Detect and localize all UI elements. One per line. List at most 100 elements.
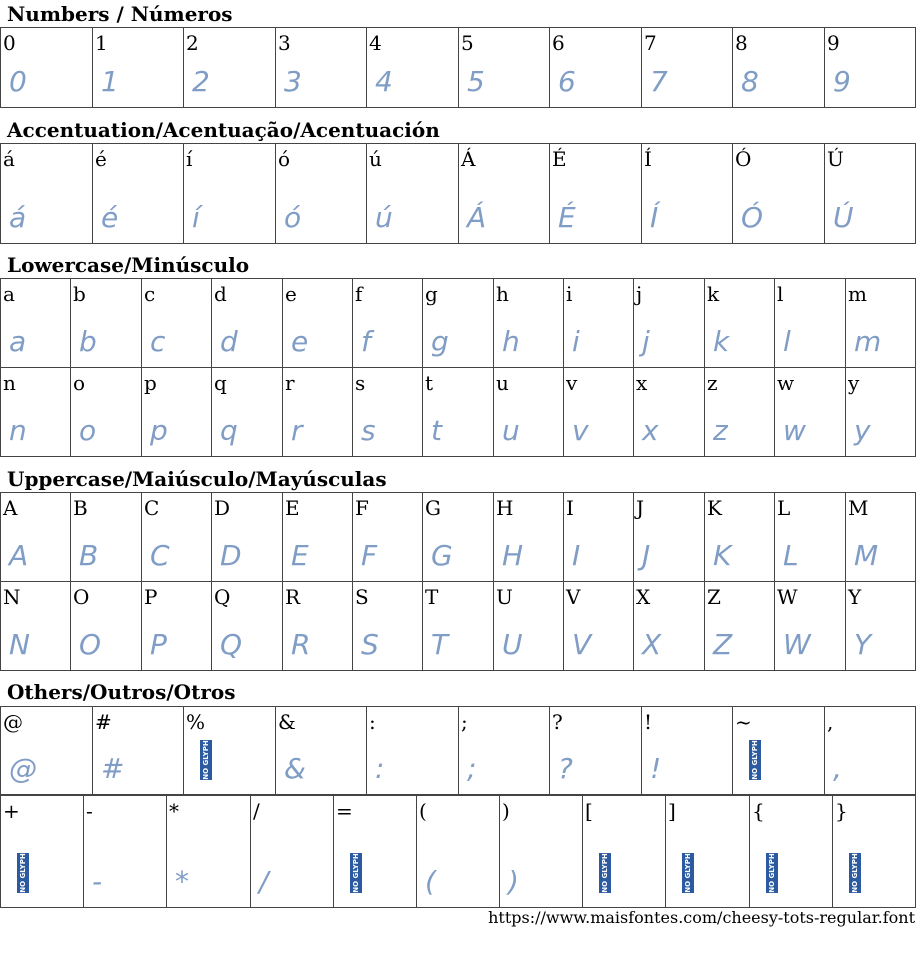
glyph-sample: í — [192, 201, 200, 234]
glyph-sample: r — [291, 414, 303, 447]
character-label: B — [73, 496, 88, 520]
character-label: á — [3, 147, 15, 171]
glyph-sample: Q — [220, 628, 243, 661]
character-label: S — [355, 585, 369, 609]
glyph-sample: m — [854, 325, 882, 358]
glyph-sample: L — [783, 539, 799, 572]
character-label: K — [707, 496, 722, 520]
character-label: 0 — [3, 31, 16, 55]
character-label: ! — [644, 710, 653, 734]
source-url[interactable]: https://www.maisfontes.com/cheesy-tots-r… — [488, 908, 915, 927]
glyph-sample: p — [150, 414, 168, 447]
character-label: & — [278, 710, 296, 734]
no-glyph-text: NO GLYPH — [352, 853, 360, 893]
character-label: u — [496, 371, 509, 395]
character-label: n — [3, 371, 16, 395]
glyph-sample: K — [713, 539, 732, 572]
character-label: z — [707, 371, 718, 395]
glyph-sample: 6 — [558, 65, 576, 98]
glyph-cell: & & — [275, 706, 367, 795]
character-label: * — [169, 799, 179, 823]
glyph-sample: R — [291, 628, 311, 661]
glyph-sample: n — [9, 414, 27, 447]
character-label: 9 — [827, 31, 840, 55]
character-label: + — [3, 799, 20, 823]
character-label: ; — [461, 710, 468, 734]
glyph-sample: C — [150, 539, 170, 572]
glyph-cell: * * — [166, 795, 251, 908]
no-glyph-text: NO GLYPH — [601, 853, 609, 893]
character-label: h — [496, 282, 509, 306]
no-glyph-text: NO GLYPH — [684, 853, 692, 893]
glyph-sample: N — [9, 628, 30, 661]
glyph-cell: {NO GLYPH — [749, 795, 833, 908]
glyph-sample: E — [291, 539, 309, 572]
glyph-sample: I — [572, 539, 581, 572]
glyph-sample: D — [220, 539, 242, 572]
character-label: ó — [278, 147, 291, 171]
glyph-sample: x — [642, 414, 659, 447]
glyph-sample: ? — [558, 752, 573, 785]
character-label: - — [86, 799, 93, 823]
no-glyph-badge: NO GLYPH — [599, 853, 611, 893]
glyph-sample: - — [92, 865, 103, 898]
glyph-sample: 4 — [375, 65, 393, 98]
character-label: Y — [848, 585, 862, 609]
no-glyph-text: NO GLYPH — [19, 853, 27, 893]
glyph-cell: % NO GLYPH — [183, 706, 276, 795]
no-glyph-text: NO GLYPH — [751, 740, 759, 780]
character-label: G — [425, 496, 441, 520]
character-label: 3 — [278, 31, 291, 55]
character-label: 2 — [186, 31, 199, 55]
character-label: ? — [552, 710, 563, 734]
glyph-sample: 7 — [650, 65, 668, 98]
character-label: { — [752, 799, 765, 823]
no-glyph-badge: NO GLYPH — [200, 740, 212, 780]
character-label: Í — [644, 147, 652, 171]
character-label: X — [636, 585, 651, 609]
character-label: J — [636, 496, 645, 520]
glyph-sample: V — [572, 628, 592, 661]
glyph-sample: F — [361, 539, 378, 572]
glyph-sample: O — [79, 628, 102, 661]
section-title: Accentuation/Acentuação/Acentuación — [7, 118, 440, 142]
character-label: H — [496, 496, 514, 520]
character-label: : — [369, 710, 376, 734]
character-label: k — [707, 282, 720, 306]
glyph-sample: W — [783, 628, 811, 661]
character-label: ~ — [735, 710, 752, 734]
glyph-sample: * — [175, 865, 189, 898]
glyph-sample: d — [220, 325, 238, 358]
glyph-sample: ú — [375, 201, 393, 234]
glyph-sample: ó — [284, 201, 302, 234]
no-glyph-badge: NO GLYPH — [17, 853, 29, 893]
